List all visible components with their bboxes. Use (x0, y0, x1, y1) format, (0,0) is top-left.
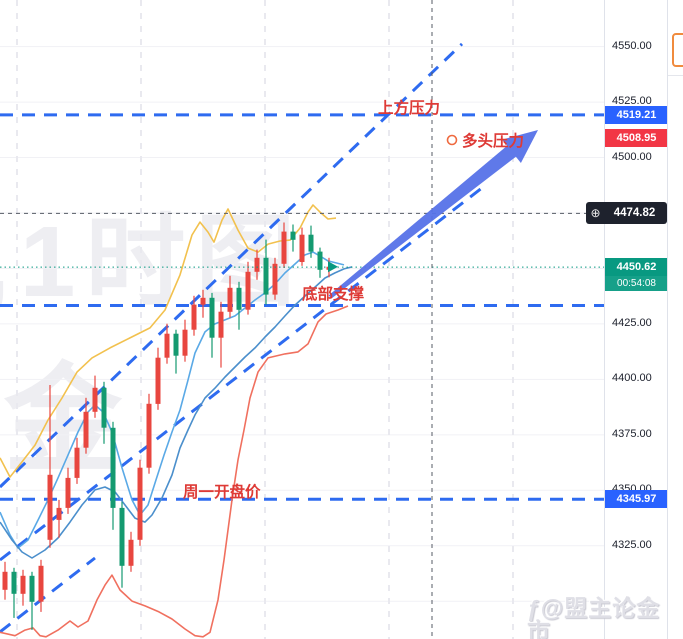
candle-body (173, 333, 179, 356)
candle-body (92, 387, 98, 412)
candle-body (299, 234, 305, 262)
ma-slow-line (0, 266, 353, 559)
candle-body (236, 287, 242, 310)
ma-fast-line (0, 251, 345, 549)
crosshair-price-badge: ⊕ 4474.82 (586, 202, 667, 224)
trendline-3[interactable] (0, 556, 96, 634)
upper-band-line (0, 204, 337, 478)
candle-body (209, 297, 215, 338)
price-axis-label: 4325.00 (612, 539, 652, 551)
candle-body (47, 474, 53, 540)
candle-body (11, 571, 17, 594)
monday-open-label[interactable]: 周一开盘价 (183, 482, 261, 501)
toolbar-divider (668, 75, 683, 76)
candle-body (254, 257, 260, 272)
price-level-badge: 4519.21 (605, 106, 668, 124)
price-axis-label: 4525.00 (612, 95, 652, 107)
price-axis-label: 4500.00 (612, 151, 652, 163)
crosshair-circle-icon: ⊕ (590, 206, 601, 220)
candle-body (182, 329, 188, 356)
candle-body (227, 287, 233, 312)
candle-body (110, 427, 116, 508)
candle-body (290, 231, 296, 240)
bullish-arrow[interactable] (328, 130, 538, 299)
upper-pressure-label[interactable]: 上方压力 (378, 98, 440, 117)
candle-body (191, 304, 197, 330)
candle-body (155, 357, 161, 404)
toolbar-button-partial[interactable] (672, 33, 683, 67)
price-axis-label: 4400.00 (612, 372, 652, 384)
candle-body (218, 311, 224, 338)
candle-body (128, 539, 134, 566)
crosshair-price-value: 4474.82 (613, 207, 656, 219)
price-axis[interactable]: 4550.00 4525.00 4500.00 4425.00 4400.00 4375.… (604, 0, 668, 639)
price-axis-label: 4375.00 (612, 428, 652, 440)
candle-body (2, 571, 8, 590)
candle-body (74, 447, 80, 478)
right-toolbar-edge (667, 0, 683, 639)
price-axis-label: 4550.00 (612, 40, 652, 52)
bull-pressure-marker-icon (446, 134, 458, 146)
candle-body (281, 231, 287, 264)
candle-body (137, 467, 143, 540)
candle-body (83, 411, 89, 448)
candle-body (146, 403, 152, 468)
candle-body (38, 565, 44, 602)
lower-band-line (0, 305, 349, 638)
candle-body (119, 507, 125, 566)
price-level-badge: 4508.95 (605, 129, 668, 147)
candle-body (20, 575, 26, 594)
bottom-support-label[interactable]: 底部支撑 (302, 284, 365, 303)
candle-body (245, 271, 251, 310)
price-level-badge: 4450.62 (605, 258, 668, 276)
candle-body (164, 333, 170, 358)
candle-countdown-badge: 00:54:08 (605, 276, 668, 291)
brand-watermark: ƒ@盟主论金市 (527, 595, 661, 639)
candle-body (308, 234, 314, 252)
trendline-2[interactable] (0, 186, 483, 562)
price-marker-triangle (328, 261, 338, 273)
trendline-1[interactable] (0, 42, 464, 489)
candle-body (200, 297, 206, 305)
candle-body (56, 507, 62, 520)
candle-body (272, 263, 278, 295)
candle-body (29, 575, 35, 602)
candle-body (65, 477, 71, 508)
price-level-badge: 4345.97 (605, 490, 668, 508)
candle-body (317, 251, 323, 270)
bull-pressure-label[interactable]: 多头压力 (462, 131, 524, 150)
candle-body (101, 387, 107, 428)
candle-body (263, 257, 269, 295)
price-axis-label: 4425.00 (612, 317, 652, 329)
